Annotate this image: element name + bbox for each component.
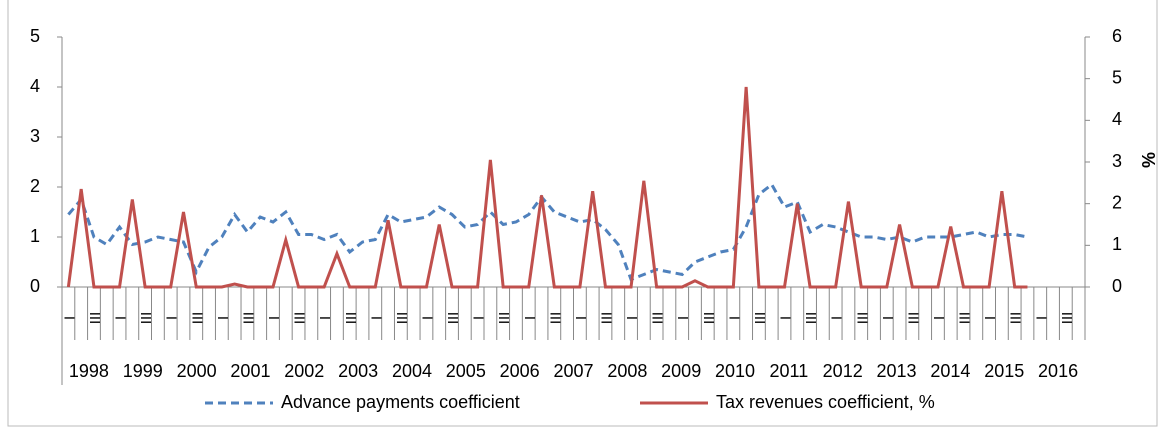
x-tick-label: III bbox=[188, 312, 205, 325]
x-tick-label: I bbox=[367, 316, 384, 320]
year-label: 2012 bbox=[823, 361, 863, 381]
x-tick-label: I bbox=[214, 316, 231, 320]
x-tick-label: III bbox=[1058, 312, 1075, 325]
y-tick-label: 0 bbox=[30, 276, 40, 296]
x-tick-label: I bbox=[470, 316, 487, 320]
legend-label: Advance payments coefficient bbox=[281, 392, 520, 412]
x-tick-label: I bbox=[60, 316, 77, 320]
y-tick-label: 2 bbox=[30, 176, 40, 196]
x-tick-label: III bbox=[137, 312, 154, 325]
x-tick-label: I bbox=[674, 316, 691, 320]
x-tick-label: III bbox=[802, 312, 819, 325]
year-label: 2003 bbox=[338, 361, 378, 381]
y-tick-label: 4 bbox=[30, 76, 40, 96]
x-tick-label: III bbox=[546, 312, 563, 325]
year-label: 1998 bbox=[69, 361, 109, 381]
x-tick-label: I bbox=[777, 316, 794, 320]
year-label: 2013 bbox=[877, 361, 917, 381]
x-tick-label: I bbox=[879, 316, 896, 320]
y2-tick-label: 0 bbox=[1112, 276, 1122, 296]
year-label: 2001 bbox=[230, 361, 270, 381]
x-tick-label: I bbox=[930, 316, 947, 320]
series-line bbox=[66, 86, 1028, 289]
x-tick-label: III bbox=[956, 312, 973, 325]
x-tick-label: I bbox=[981, 316, 998, 320]
x-tick-label: I bbox=[725, 316, 742, 320]
x-tick-label: I bbox=[623, 316, 640, 320]
x-tick-label: I bbox=[316, 316, 333, 320]
x-tick-label: III bbox=[649, 312, 666, 325]
x-tick-label: III bbox=[904, 312, 921, 325]
x-tick-label: III bbox=[86, 312, 103, 325]
x-tick-label: III bbox=[342, 312, 359, 325]
series-line bbox=[67, 182, 1028, 282]
y-tick-label: 1 bbox=[30, 226, 40, 246]
y2-tick-label: 1 bbox=[1112, 234, 1122, 254]
x-tick-label: I bbox=[1032, 316, 1049, 320]
y2-tick-label: 4 bbox=[1112, 109, 1122, 129]
year-label: 2005 bbox=[446, 361, 486, 381]
year-label: 2006 bbox=[500, 361, 540, 381]
year-label: 2007 bbox=[553, 361, 593, 381]
x-tick-label: III bbox=[598, 312, 615, 325]
x-tick-label: I bbox=[572, 316, 589, 320]
y-tick-label: 3 bbox=[30, 126, 40, 146]
x-tick-label: I bbox=[265, 316, 282, 320]
x-tick-label: I bbox=[418, 316, 435, 320]
year-label: 1999 bbox=[123, 361, 163, 381]
y-tick-label: 5 bbox=[30, 26, 40, 46]
x-tick-label: III bbox=[291, 312, 308, 325]
year-label: 2009 bbox=[661, 361, 701, 381]
x-tick-label: III bbox=[751, 312, 768, 325]
x-tick-label: III bbox=[700, 312, 717, 325]
legend-label: Tax revenues coefficient, % bbox=[716, 392, 935, 412]
x-tick-label: III bbox=[393, 312, 410, 325]
year-label: 2016 bbox=[1038, 361, 1078, 381]
x-tick-label: I bbox=[521, 316, 538, 320]
y2-tick-label: 3 bbox=[1112, 151, 1122, 171]
y2-tick-label: 6 bbox=[1112, 26, 1122, 46]
chart-frame bbox=[7, 0, 1158, 427]
year-label: 2014 bbox=[930, 361, 970, 381]
x-tick-label: III bbox=[1007, 312, 1024, 325]
x-tick-label: I bbox=[828, 316, 845, 320]
x-tick-label: III bbox=[239, 312, 256, 325]
x-tick-label: I bbox=[112, 316, 129, 320]
year-label: 2002 bbox=[284, 361, 324, 381]
year-label: 2008 bbox=[607, 361, 647, 381]
x-tick-label: I bbox=[163, 316, 180, 320]
x-tick-label: III bbox=[853, 312, 870, 325]
x-tick-label: III bbox=[495, 312, 512, 325]
year-label: 2010 bbox=[715, 361, 755, 381]
year-label: 2000 bbox=[177, 361, 217, 381]
y2-tick-label: 2 bbox=[1112, 192, 1122, 212]
year-label: 2004 bbox=[392, 361, 432, 381]
y2-axis-label: % bbox=[1139, 152, 1159, 168]
year-label: 2011 bbox=[770, 361, 809, 381]
x-tick-label: III bbox=[444, 312, 461, 325]
y2-tick-label: 5 bbox=[1112, 67, 1122, 87]
year-label: 2015 bbox=[984, 361, 1024, 381]
